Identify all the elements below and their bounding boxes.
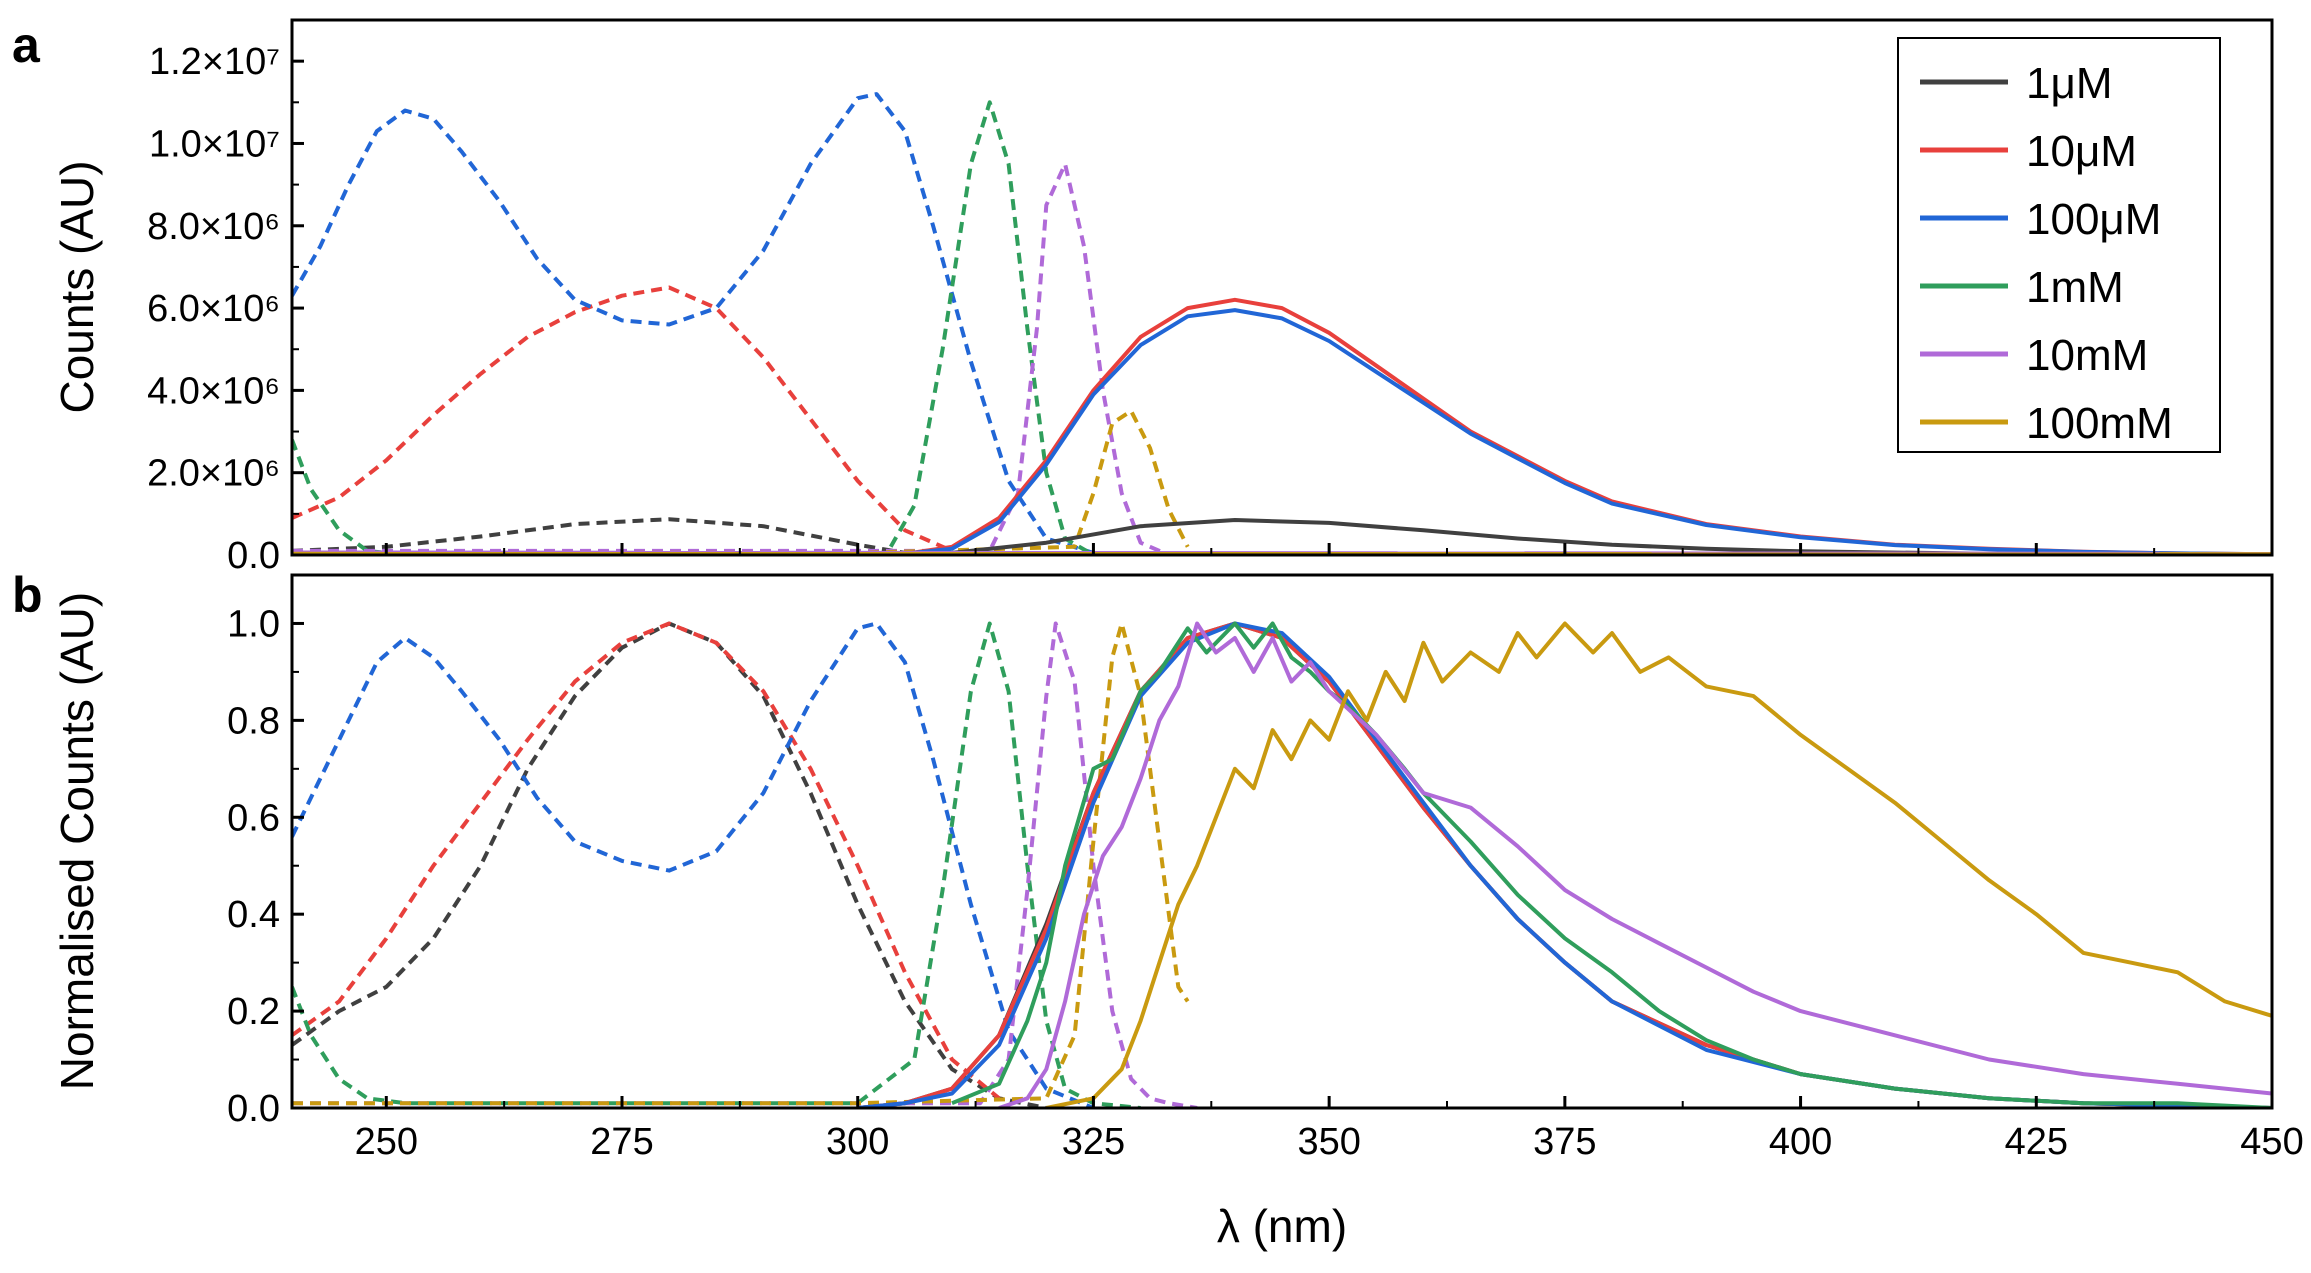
x-tick-label: 425 [2005,1121,2068,1163]
y-tick-label: 6.0×10⁶ [147,288,280,330]
legend-label: 100μM [2026,195,2161,244]
legend: 1μM 10μM 100μM 1mM 10mM 100mM [1897,37,2221,453]
y-tick-label: 0.6 [227,797,280,839]
y-tick-label: 1.2×10⁷ [149,41,280,83]
y-tick-label: 0.0 [227,535,280,577]
y-tick-label: 0.4 [227,894,280,936]
series-line-10mm-excitation [292,162,1170,555]
plot-frame-b [290,573,2274,1110]
series-line-1mm-emission [951,621,2272,1108]
x-tick-label: 350 [1297,1121,1360,1163]
x-tick-label: 275 [590,1121,653,1163]
y-tick-label: 4.0×10⁶ [147,370,280,412]
series-line-100-m-emission [857,621,2272,1108]
y-ticks-a: 0.0 2.0×10⁶ 4.0×10⁶ 6.0×10⁶ 8.0×10⁶ 1.0×10⁷ 1.… [147,41,304,577]
series-line-10mm-emission [998,621,2272,1108]
legend-label: 1μM [2026,59,2112,108]
x-tick-label: 450 [2240,1121,2303,1163]
series-line-100-m-emission [857,308,2272,555]
y-axis-title-a: Counts (AU) [51,160,103,413]
y-tick-label: 0.0 [227,1088,280,1130]
series-line-100-m-excitation [292,621,1095,1108]
x-tick-label: 400 [1769,1121,1832,1163]
series-line-10mm-excitation [292,621,1198,1108]
series-line-100-m-excitation [292,92,1141,555]
x-ticks-a [384,543,2274,555]
panel-a: 0.0 2.0×10⁶ 4.0×10⁶ 6.0×10⁶ 8.0×10⁶ 1.0×10⁷ 1.… [51,18,2274,577]
panel-label-a: a [12,17,41,73]
panel-label-b: b [12,567,43,623]
y-ticks-b: 0.0 0.2 0.4 0.6 0.8 1.0 [227,603,304,1130]
y-tick-label: 8.0×10⁶ [147,206,280,248]
legend-box [1897,37,2221,453]
y-tick-label: 1.0 [227,603,280,645]
x-tick-label: 300 [826,1121,889,1163]
legend-label: 1mM [2026,263,2124,312]
plot-frame-a [290,18,2274,557]
y-tick-label: 0.8 [227,700,280,742]
legend-label: 10μM [2026,127,2137,176]
x-tick-label: 375 [1533,1121,1596,1163]
y-tick-label: 2.0×10⁶ [147,453,280,495]
legend-label: 100mM [2026,399,2173,448]
series-line-1mm-excitation [292,621,1141,1108]
series-line-100mm-emission [1045,621,2272,1108]
series-line-1-m-excitation [292,621,1047,1108]
series-line-100mm-excitation [292,621,1190,1106]
series-line-100mm-excitation [292,409,1190,555]
x-tick-label: 325 [1062,1121,1125,1163]
y-tick-label: 0.2 [227,991,280,1033]
series-line-10-m-excitation [292,621,1001,1100]
y-tick-label: 1.0×10⁷ [149,123,280,165]
panel-b: 0.0 0.2 0.4 0.6 0.8 1.0 250 275 300 325 350 375 400… [51,573,2304,1163]
series-line-1mm-excitation [292,100,1095,555]
series-line-10-m-excitation [292,285,953,553]
legend-label: 10mM [2026,331,2148,380]
x-axis-title: λ (nm) [1217,1200,1347,1252]
x-ticks-b: 250 275 300 325 350 375 400 425 450 [355,1096,2304,1163]
series-group-b [292,621,2272,1108]
y-axis-title-b: Normalised Counts (AU) [51,592,103,1090]
x-tick-label: 250 [355,1121,418,1163]
